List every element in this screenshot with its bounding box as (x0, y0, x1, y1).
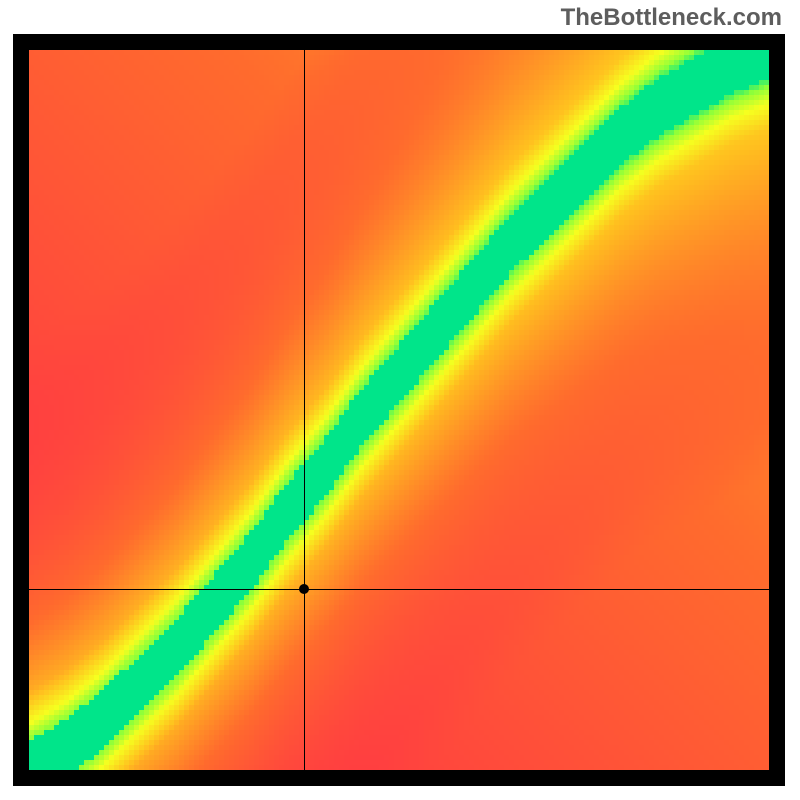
crosshair-marker-dot (299, 584, 309, 594)
crosshair-vertical-line (304, 50, 305, 770)
plot-area (29, 50, 769, 770)
watermark-text: TheBottleneck.com (561, 4, 782, 32)
heatmap-canvas (29, 50, 769, 770)
chart-container: TheBottleneck.com (0, 0, 800, 800)
crosshair-horizontal-line (29, 589, 769, 590)
